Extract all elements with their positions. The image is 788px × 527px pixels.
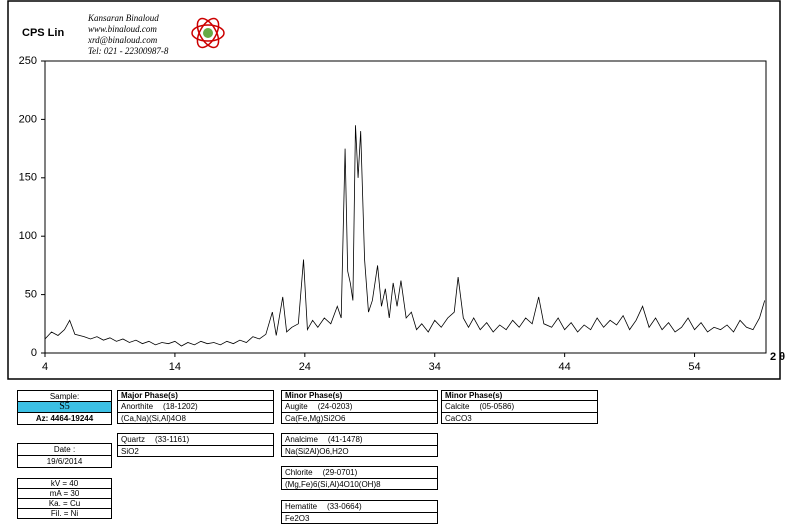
phase-title-row: Hematite (33-0664) [282,501,437,513]
phase-formula: (Mg,Fe)6(Si,Al)4O10(OH)8 [285,480,381,489]
y-axis-label: CPS Lin [22,27,64,39]
plot-frame [44,60,767,354]
phase-code: (33-1161) [155,435,190,444]
phase-title-row: Chlorite (29-0701) [282,467,437,479]
phase-box: Chlorite (29-0701) (Mg,Fe)6(Si,Al)4O10(OH)… [281,466,438,490]
phase-title-row: Analcime (41-1478) [282,434,437,446]
phase-name: Hematite [285,502,318,511]
sample-az: Az: 4464-19244 [17,412,112,425]
phase-formula-row: Fe2O3 [282,513,437,523]
phase-title-row: Anorthite (18-1202) [118,401,273,413]
x-tick-label: 14 [169,361,181,373]
lab-name: Kansaran Binaloud [88,13,159,23]
x-tick-label: 24 [299,361,311,373]
y-tick-label: 200 [19,113,37,125]
phase-name: Chlorite [285,468,313,477]
x-axis-label: 2 θ [770,351,785,363]
phase-formula-row: (Mg,Fe)6(Si,Al)4O10(OH)8 [282,479,437,489]
fil: Fil. = Ni [17,508,112,519]
phase-formula-row: SiO2 [118,446,273,456]
phase-box: Augite (24-0203) Ca(Fe,Mg)Si2O6 [281,400,438,424]
chart-frame [7,0,781,380]
y-tick-label: 150 [19,172,37,184]
phase-formula: Ca(Fe,Mg)Si2O6 [285,414,346,423]
phase-code: (41-1478) [327,435,363,444]
x-tick-label: 4 [42,361,48,373]
phase-title-row: Quartz (33-1161) [118,434,273,446]
phase-formula-row: (Ca,Na)(Si,Al)4O8 [118,413,273,423]
phase-code: (33-0664) [327,502,362,511]
chart: CPS Lin 2 θ 0 50 100 150 200 250 4 14 24 34 44 54 [7,0,785,380]
phase-name: Anorthite [121,402,154,411]
lab-tel: Tel: 021 - 22300987-8 [88,46,169,56]
logo [191,17,225,49]
y-tick-label: 100 [19,230,37,242]
phase-name: Calcite [445,402,470,411]
phase-box: Calcite (05-0586) CaCO3 [441,400,598,424]
phase-code: (05-0586) [479,402,515,411]
phase-box: Quartz (33-1161) SiO2 [117,433,274,457]
x-tick-label: 34 [429,361,441,373]
phase-box: Analcime (41-1478) Na(Si2Al)O6,H2O [281,433,438,457]
x-tick-label: 44 [559,361,571,373]
phase-title-row: Calcite (05-0586) [442,401,597,413]
phase-formula-row: Na(Si2Al)O6,H2O [282,446,437,456]
phase-name: Augite [285,402,308,411]
phase-formula: SiO2 [121,447,139,456]
phase-formula: CaCO3 [445,414,472,423]
y-tick-label: 50 [25,289,37,301]
pattern-line [44,125,766,347]
phase-name: Quartz [121,435,146,444]
date: 19/6/2014 [17,455,112,468]
lab-email: xrd@binaloud.com [88,35,158,45]
y-tick-label: 0 [31,347,37,359]
phase-title-row: Augite (24-0203) [282,401,437,413]
phase-box: Hematite (33-0664) Fe2O3 [281,500,438,524]
phase-formula-row: Ca(Fe,Mg)Si2O6 [282,413,437,423]
phase-formula: Na(Si2Al)O6,H2O [285,447,349,456]
lab-web: www.binaloud.com [88,24,157,34]
phase-code: (24-0203) [317,402,353,411]
phase-name: Analcime [285,435,318,444]
phase-formula-row: CaCO3 [442,413,597,423]
phase-box: Anorthite (18-1202) (Ca,Na)(Si,Al)4O8 [117,400,274,424]
phase-formula: (Ca,Na)(Si,Al)4O8 [121,414,186,423]
phase-code: (29-0701) [322,468,358,477]
phase-code: (18-1202) [163,402,198,411]
y-tick-label: 250 [19,55,37,67]
x-tick-label: 54 [688,361,700,373]
phase-formula: Fe2O3 [285,514,310,523]
